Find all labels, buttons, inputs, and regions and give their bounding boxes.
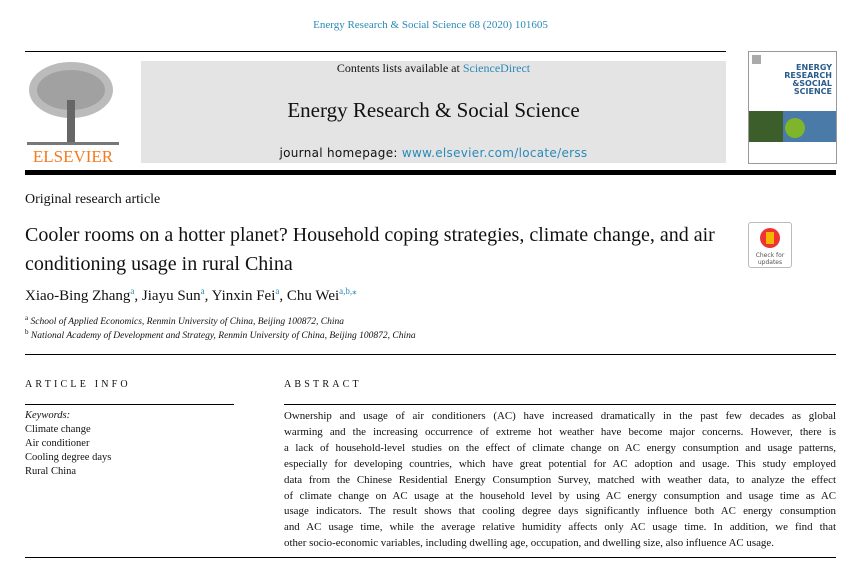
divider [25, 404, 234, 405]
article-info-heading: ARTICLE INFO [25, 379, 131, 390]
homepage-label: journal homepage: [279, 146, 402, 160]
keyword: Rural China [25, 466, 77, 477]
bookmark-icon [760, 228, 780, 248]
abstract-line: Ownership and usage of air conditioners … [284, 410, 836, 422]
abstract-line: usage indicators. The result shows that … [284, 505, 836, 518]
journal-cover[interactable]: ENERGY RESEARCH &SOCIAL SCIENCE [748, 51, 837, 164]
affiliation: a School of Applied Economics, Renmin Un… [25, 314, 345, 328]
elsevier-wordmark: ELSEVIER [33, 147, 114, 164]
divider [25, 354, 836, 355]
article-type: Original research article [25, 192, 161, 207]
homepage-link[interactable]: www.elsevier.com/locate/erss [401, 146, 588, 160]
elsevier-tree-icon: ELSEVIER [27, 62, 119, 166]
abstract-line: a lack of household-level studies on the… [284, 441, 836, 454]
divider [25, 51, 726, 52]
abstract-text: Ownership and usage of air conditioners … [284, 409, 836, 552]
keywords-block: Keywords: Climate change Air conditioner… [25, 409, 111, 479]
divider [25, 557, 836, 558]
cover-image-icon: ENERGY RESEARCH &SOCIAL SCIENCE [749, 55, 836, 142]
contents-line: Contents lists available at ScienceDirec… [141, 61, 726, 76]
check-updates-label: Check for updates [755, 252, 785, 266]
author[interactable]: Yinxin Feia [211, 286, 280, 304]
abstract-line: data from the Chinese Residential Energy… [284, 473, 836, 486]
svg-text:RESEARCH: RESEARCH [784, 71, 832, 80]
keyword: Climate change [25, 424, 91, 435]
article-title: Cooler rooms on a hotter planet? Househo… [25, 224, 715, 275]
abstract-line: and AC usage time, while the average rel… [284, 521, 836, 534]
journal-header-box: Contents lists available at ScienceDirec… [141, 61, 726, 163]
author[interactable]: Xiao-Bing Zhanga [25, 286, 135, 304]
affiliation: b National Academy of Development and St… [25, 328, 416, 342]
abstract-heading: ABSTRACT [284, 379, 362, 390]
journal-title: Energy Research & Social Science [287, 98, 580, 122]
svg-text:ENERGY: ENERGY [796, 63, 832, 72]
header-divider [25, 170, 836, 175]
svg-text:&SOCIAL: &SOCIAL [792, 79, 832, 88]
svg-text:SCIENCE: SCIENCE [794, 87, 832, 96]
author-list: Xiao-Bing Zhanga, Jiayu Suna, Yinxin Fei… [25, 286, 357, 304]
abstract-line: especially for developing countries, whi… [284, 457, 836, 470]
sciencedirect-link[interactable]: ScienceDirect [462, 61, 531, 75]
keywords-label: Keywords: [25, 410, 71, 421]
abstract-line: other socio-economic variables, includin… [284, 537, 774, 550]
abstract-line: of climate change on AC usage at the hou… [284, 489, 836, 502]
author[interactable]: Jiayu Suna [141, 286, 205, 304]
abstract-line: warming and the increasing occurrence of… [284, 425, 836, 438]
keyword: Air conditioner [25, 438, 90, 449]
divider [284, 404, 836, 405]
elsevier-logo[interactable]: ELSEVIER [25, 60, 121, 166]
author[interactable]: Chu Weia,b,⁎ [286, 286, 357, 304]
keyword: Cooling degree days [25, 452, 112, 463]
check-for-updates-button[interactable]: Check for updates [748, 222, 792, 268]
homepage-line: journal homepage: www.elsevier.com/locat… [141, 146, 726, 160]
journal-citation-link[interactable]: Energy Research & Social Science 68 (202… [313, 19, 548, 31]
contents-label: Contents lists available at [336, 61, 463, 75]
